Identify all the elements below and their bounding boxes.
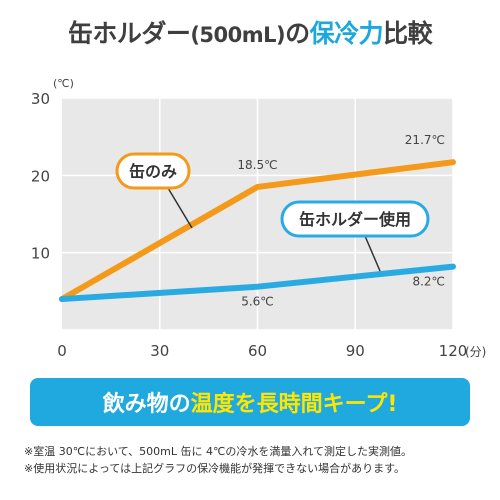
x-tick-label: 90 [346,342,365,360]
x-tick-label: 30 [150,342,169,360]
title-part-2: (500mL) [190,23,286,47]
banner-part-1: 飲み物の [102,392,191,417]
footnote-2: ※使用状況によっては上記グラフの保冷機能が発揮できない場合があります。 [24,462,406,475]
data-label: 8.2℃ [412,275,445,289]
legend-callout [115,152,191,190]
callout-leader [167,187,193,229]
legend-callout [280,200,430,238]
title-part-4: 保冷力 [309,19,384,48]
cooling-chart: 0 30 60 90 120(分)102030(℃)18.5℃21.7℃5.6℃8.2℃… [31,77,486,360]
x-tick-label: 60 [248,342,267,360]
legend-label: 缶のみ [129,162,177,181]
footnote-1: ※室温 30℃において、500mL 缶に 4℃の冷水を満量入れて測定した実測値。 [24,445,413,458]
data-label: 18.5℃ [237,158,277,172]
y-tick-label: 20 [31,167,50,185]
series-line-1 [59,159,456,303]
title-part-3: の [285,19,310,48]
x-unit-label: (分) [465,345,486,359]
legend-label: 缶ホルダー使用 [299,210,411,229]
title-part-5: 比較 [383,19,433,48]
y-tick-label: 30 [31,90,50,108]
banner: 飲み物の 温度を長時間キープ! [30,378,470,426]
data-label: 5.6℃ [241,295,274,309]
y-unit-label: (℃) [53,77,74,90]
title-part-1: 缶ホルダー [67,19,191,48]
data-label: 21.7℃ [405,133,445,147]
callout-leader [364,235,381,272]
x-tick-label: 0 [57,342,67,360]
x-tick-label: 120 [439,342,468,360]
banner-part-2: 温度を長時間キープ! [190,392,398,417]
page-title: 缶ホルダー(500mL)の保冷力比較 [0,14,500,50]
series-line-2 [59,263,456,303]
y-tick-label: 10 [31,245,50,263]
